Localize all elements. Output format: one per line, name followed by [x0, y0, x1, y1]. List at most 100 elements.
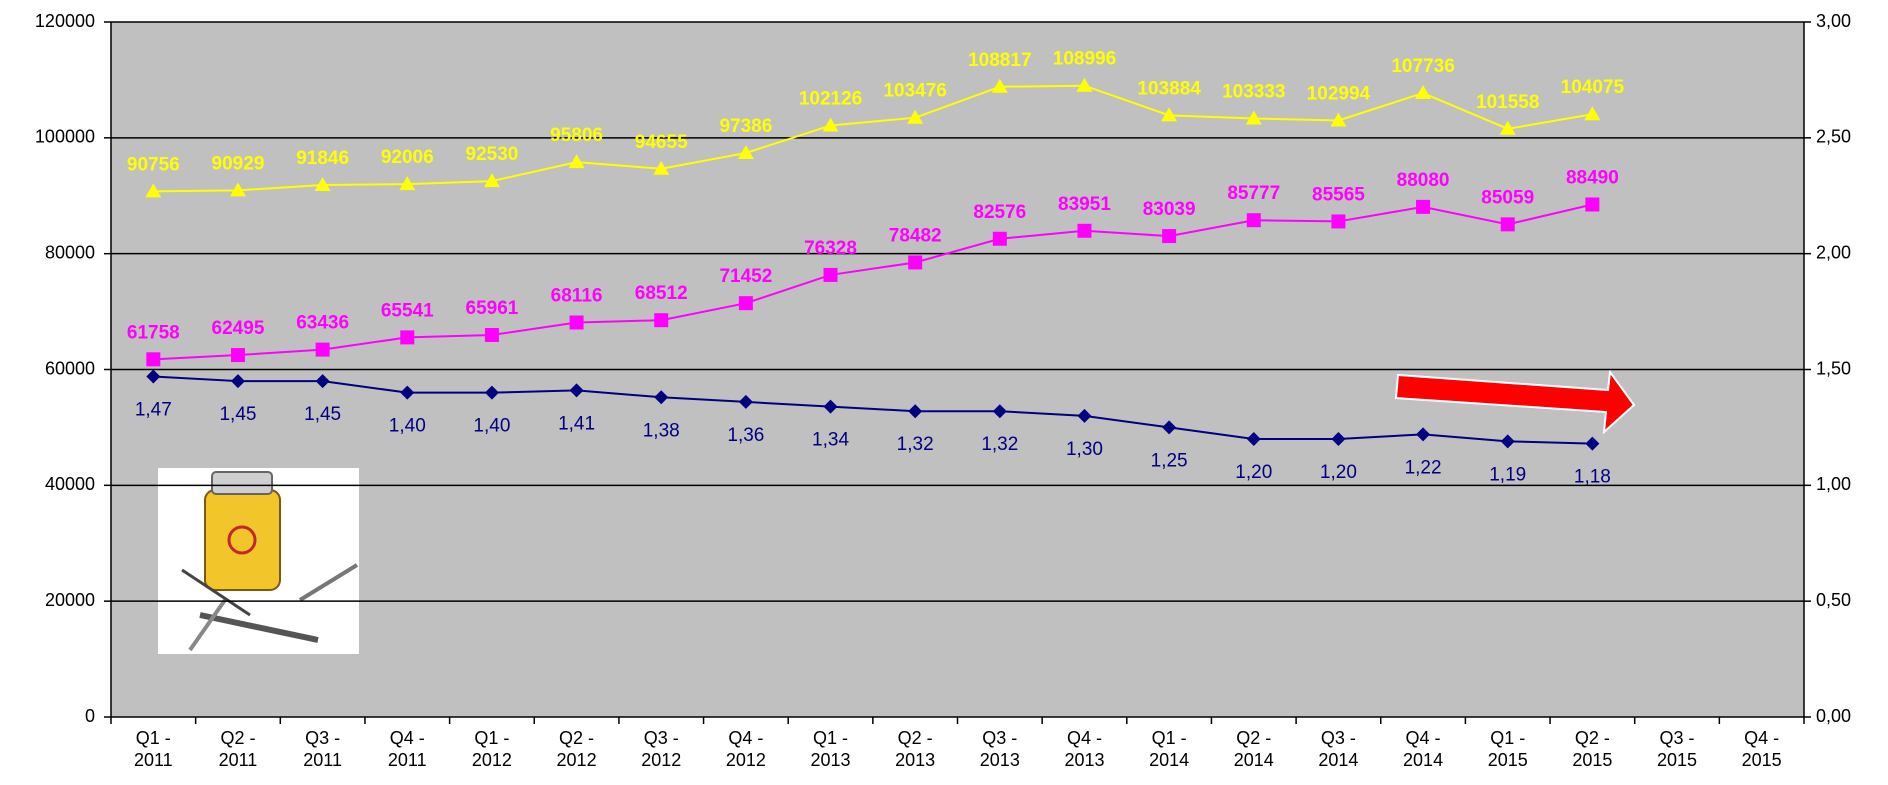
data-label: 83951	[1058, 194, 1111, 215]
trend-arrow	[1394, 369, 1636, 435]
marker	[738, 296, 753, 311]
sharps-container	[204, 489, 281, 591]
x-tick-label: Q3 - 2011	[303, 728, 342, 770]
data-label: 95806	[550, 125, 603, 146]
y2-tick-label: 0,50	[1816, 590, 1851, 610]
y-tick-label: 120000	[35, 11, 95, 31]
data-label: 1,30	[1066, 439, 1103, 460]
y-tick-label: 20000	[45, 590, 95, 610]
marker	[1331, 214, 1346, 229]
marker	[1245, 110, 1262, 125]
x-tick-label: Q4 - 2012	[725, 728, 766, 770]
y2-tick-label: 3,00	[1816, 11, 1851, 31]
tool	[188, 598, 227, 652]
y2-tick-label: 2,00	[1816, 242, 1851, 262]
marker	[1246, 432, 1261, 446]
marker	[1584, 106, 1601, 121]
y2-tick-label: 2,50	[1816, 127, 1851, 147]
marker	[992, 231, 1007, 246]
marker	[1077, 408, 1092, 423]
data-label: 103333	[1222, 82, 1285, 103]
marker	[1415, 85, 1432, 100]
data-label: 88080	[1397, 170, 1450, 191]
data-label: 85777	[1227, 183, 1280, 204]
marker	[314, 177, 331, 192]
data-label: 1,18	[1574, 467, 1611, 488]
data-label: 1,22	[1405, 457, 1442, 478]
marker	[146, 352, 161, 367]
marker	[653, 160, 670, 175]
data-label: 90929	[212, 153, 265, 174]
data-label: 1,25	[1151, 450, 1188, 471]
data-label: 97386	[719, 116, 772, 137]
marker	[569, 383, 584, 398]
data-label: 61758	[127, 322, 180, 343]
x-tick-label: Q1 - 2014	[1149, 728, 1190, 770]
x-tick-label: Q3 - 2012	[641, 728, 682, 770]
marker	[738, 394, 753, 409]
y-tick-label: 40000	[45, 474, 95, 494]
marker	[992, 404, 1007, 419]
marker	[230, 348, 245, 363]
marker	[823, 399, 838, 414]
data-label: 71452	[719, 266, 772, 287]
marker	[569, 315, 584, 330]
needle	[181, 568, 251, 617]
marker	[1500, 434, 1515, 449]
marker	[1162, 420, 1177, 435]
data-label: 85059	[1481, 187, 1534, 208]
data-label: 62495	[212, 318, 265, 339]
marker	[315, 374, 330, 389]
x-tick-label: Q1 - 2012	[471, 728, 512, 770]
data-label: 1,41	[558, 413, 595, 434]
marker	[907, 109, 924, 124]
marker	[1416, 427, 1431, 442]
x-tick-label: Q1 - 2013	[810, 728, 851, 770]
marker	[991, 78, 1008, 93]
marker	[568, 154, 585, 169]
marker	[1331, 432, 1346, 446]
x-tick-label: Q3 - 2015	[1656, 728, 1698, 770]
data-label: 1,32	[981, 434, 1018, 455]
y2-tick-label: 0,00	[1816, 706, 1851, 726]
series-line	[153, 375, 1593, 445]
y2-tick-label: 1,50	[1816, 358, 1851, 378]
series-line	[153, 84, 1593, 193]
marker	[315, 342, 330, 357]
data-label: 107736	[1391, 56, 1454, 77]
data-label: 92006	[381, 147, 434, 168]
marker	[145, 183, 162, 198]
x-tick-label: Q2 - 2013	[895, 728, 936, 770]
marker	[1585, 436, 1600, 451]
y-tick-label: 100000	[35, 127, 95, 147]
x-tick-label: Q2 - 2015	[1572, 728, 1613, 770]
x-tick-label: Q2 - 2014	[1233, 728, 1274, 770]
data-label: 65961	[466, 298, 519, 319]
data-label: 1,40	[473, 416, 510, 437]
data-label: 68512	[635, 283, 688, 304]
data-label: 1,47	[135, 399, 172, 420]
marker	[823, 267, 838, 282]
data-label: 1,20	[1320, 462, 1357, 483]
scalpel	[199, 612, 319, 643]
container-lid	[211, 471, 273, 495]
x-tick-label: Q2 - 2011	[218, 728, 258, 770]
y-tick-label: 60000	[45, 358, 95, 378]
data-label: 102126	[799, 89, 862, 110]
marker	[1161, 107, 1178, 122]
data-label: 103884	[1137, 78, 1201, 99]
x-tick-label: Q4 - 2015	[1741, 728, 1782, 770]
marker	[484, 327, 499, 342]
marker	[908, 404, 923, 419]
data-label: 1,20	[1235, 462, 1272, 483]
biohazard-symbol	[227, 525, 257, 555]
marker	[1585, 197, 1600, 212]
marker	[1162, 229, 1177, 244]
marker	[737, 144, 754, 159]
marker	[654, 313, 669, 328]
data-label: 1,36	[727, 425, 764, 446]
data-label: 65541	[381, 300, 434, 321]
data-label: 90756	[127, 154, 180, 175]
